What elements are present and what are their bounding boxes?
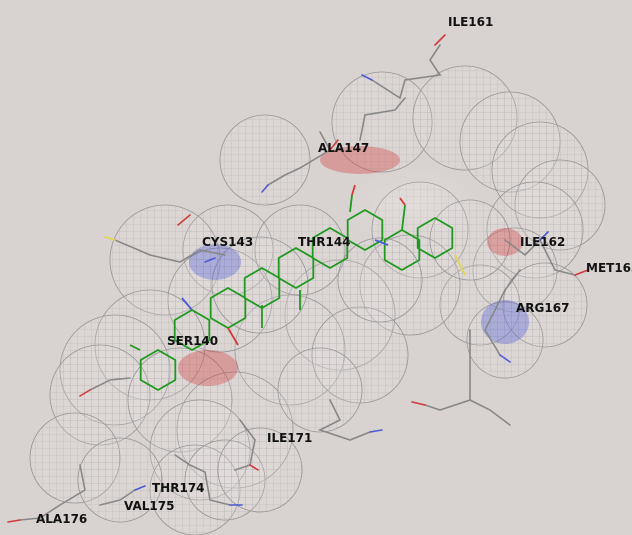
- residue-label-arg167: ARG167: [516, 301, 569, 315]
- ligand-ring: [311, 227, 349, 269]
- residue-bond: [317, 399, 371, 441]
- mesh-sphere: [331, 71, 433, 173]
- residue-sticks: [7, 34, 589, 523]
- residue-bond: [234, 419, 256, 471]
- ligand-ring: [383, 229, 421, 271]
- residue-bond: [174, 454, 231, 506]
- residue-bond: [104, 236, 116, 241]
- residue-bond: [411, 401, 426, 406]
- ligand-bond: [351, 184, 356, 196]
- residue-bond: [424, 329, 471, 411]
- mesh-sphere: [77, 437, 163, 523]
- residue-label-ser140: SER140: [167, 334, 218, 348]
- residue-label-thr174: THR174: [152, 481, 205, 495]
- ligand-bond: [374, 239, 389, 246]
- mesh-sphere: [219, 114, 311, 206]
- ligand-molecule: [129, 184, 466, 391]
- residue-bond: [359, 97, 406, 141]
- residue-bond: [574, 269, 589, 276]
- residue-bond: [434, 34, 446, 46]
- residue-bond: [371, 44, 442, 100]
- ligand-bond: [349, 194, 353, 213]
- residue-bond: [249, 464, 259, 471]
- residue-labels: ILE161 ALA147 CYS143 THR144 ILE162 MET163 ARG1…: [36, 15, 632, 526]
- mesh-sphere: [211, 236, 309, 334]
- residue-label-thr144: THR144: [298, 235, 351, 249]
- ligand-bond: [181, 297, 193, 311]
- residue-label-ile161: ILE161: [448, 15, 493, 29]
- residue-label-ala176: ALA176: [36, 512, 87, 526]
- residue-bond: [19, 464, 86, 521]
- residue-label-cys143: CYS143: [202, 235, 253, 249]
- residue-label-ala147: ALA147: [318, 141, 369, 155]
- residue-bond: [114, 239, 226, 263]
- residue-bond: [369, 429, 383, 433]
- ligand-ring: [416, 217, 454, 259]
- residue-bond: [484, 269, 521, 356]
- ligand-ring: [346, 209, 384, 251]
- residue-bond: [329, 139, 339, 151]
- vdw-mesh-spheres: [29, 65, 606, 535]
- ligand-ring: [277, 247, 315, 289]
- ligand-bond: [399, 197, 406, 206]
- residue-label-ile162: ILE162: [520, 235, 565, 249]
- mesh-sphere: [217, 427, 303, 513]
- ligand-ring: [139, 349, 177, 391]
- mesh-sphere: [466, 301, 544, 379]
- residue-bond: [469, 399, 511, 426]
- ligand-ring: [173, 309, 211, 351]
- surface-patches: [178, 146, 529, 386]
- residue-label-met163: MET163: [586, 261, 632, 275]
- ligand-bond: [129, 344, 141, 351]
- residue-label-val175: VAL175: [124, 499, 174, 513]
- mesh-sphere: [277, 347, 363, 433]
- residue-bond: [539, 231, 549, 241]
- residue-label-ile171: ILE171: [267, 431, 312, 445]
- ligand-bond: [401, 204, 406, 231]
- ligand-bond: [227, 327, 239, 346]
- residue-bond: [99, 489, 136, 506]
- residue-bond: [261, 184, 269, 193]
- mesh-sphere: [337, 237, 423, 323]
- ligand-bond: [454, 254, 466, 276]
- residue-bond: [499, 354, 511, 363]
- residue-bond: [267, 131, 332, 186]
- residue-bond: [361, 74, 373, 81]
- residue-bond: [7, 519, 21, 523]
- residue-bond: [79, 389, 91, 397]
- residue-bond: [177, 214, 191, 226]
- residue-bond: [204, 257, 216, 263]
- residue-bond: [89, 377, 131, 391]
- residue-bond: [134, 485, 146, 491]
